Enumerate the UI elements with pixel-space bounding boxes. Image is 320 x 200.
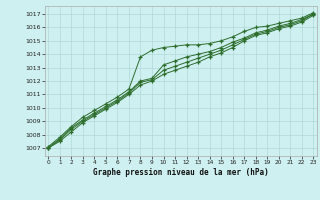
X-axis label: Graphe pression niveau de la mer (hPa): Graphe pression niveau de la mer (hPa) [93, 168, 269, 177]
